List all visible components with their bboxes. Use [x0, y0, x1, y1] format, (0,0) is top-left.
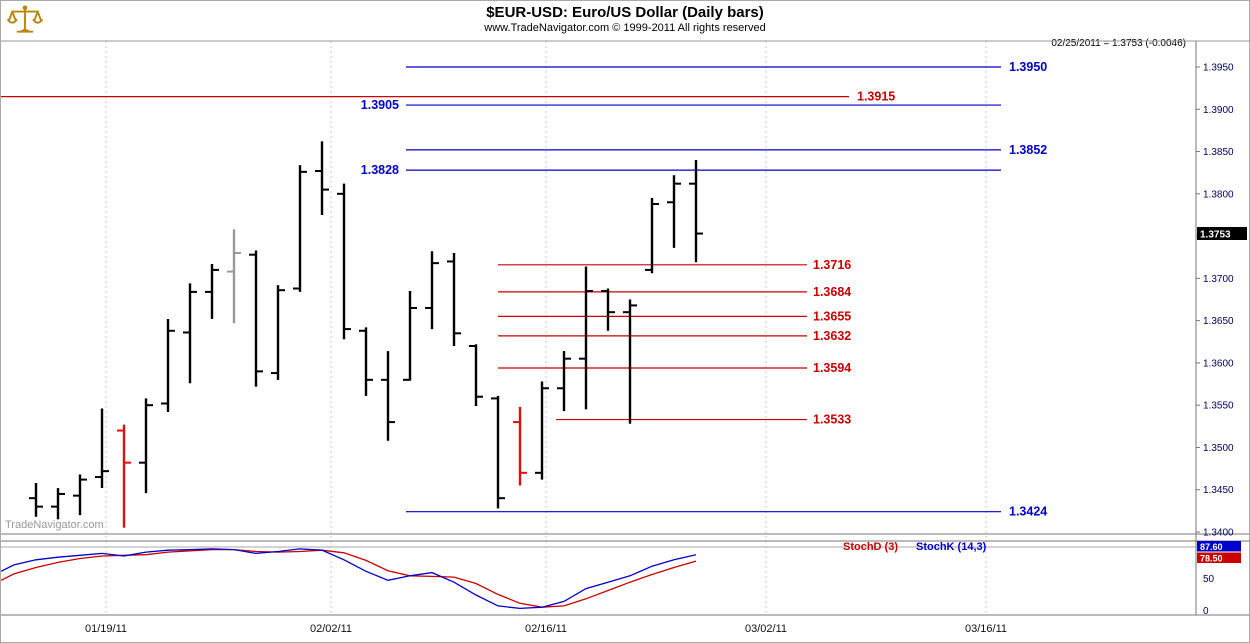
price-level-label[interactable]: 1.3828 [361, 163, 399, 177]
stochk-legend-label[interactable]: StochK (14,3) [916, 541, 987, 553]
stoch-axis-label: 0 [1203, 606, 1209, 617]
price-level-label[interactable]: 1.3852 [1009, 143, 1047, 157]
price-axis-label: 1.3600 [1203, 358, 1234, 369]
stoch-d-value-box [1197, 552, 1241, 563]
price-level-label[interactable]: 1.3915 [857, 90, 895, 104]
price-axis-label: 1.3900 [1203, 105, 1234, 116]
price-axis-label: 1.3850 [1203, 147, 1234, 158]
trade-navigator-logo-icon [7, 4, 43, 36]
price-axis-label: 1.3650 [1203, 316, 1234, 327]
stoch-d-value: 78.50 [1200, 554, 1223, 564]
price-axis-label: 1.3700 [1203, 274, 1234, 285]
stoch-axis-label: 50 [1203, 574, 1215, 585]
stoch-k-value-box [1197, 541, 1241, 552]
watermark: TradeNavigator.com [5, 519, 104, 531]
page-title: $EUR-USD: Euro/US Dollar (Daily bars) [486, 4, 764, 21]
stoch-k-value: 87.60 [1200, 542, 1223, 552]
stoch-k-line [1, 548, 697, 610]
scales-icon [7, 5, 43, 33]
price-axis-label: 1.3450 [1203, 485, 1234, 496]
price-axis-label: 1.3500 [1203, 443, 1234, 454]
price-axis-label: 1.3550 [1203, 401, 1234, 412]
price-level-label[interactable]: 1.3632 [813, 329, 851, 343]
price-level-label[interactable]: 1.3655 [813, 309, 851, 323]
price-level-label[interactable]: 1.3424 [1009, 505, 1047, 519]
x-axis-label: 01/19/11 [85, 623, 127, 635]
price-level-label[interactable]: 1.3950 [1009, 60, 1047, 74]
price-level-label[interactable]: 1.3905 [361, 98, 399, 112]
price-level-label[interactable]: 1.3716 [813, 258, 851, 272]
x-axis-label: 03/16/11 [965, 623, 1007, 635]
quote-annotation: 02/25/2011 = 1.3753 (-0.0046) [1051, 38, 1186, 49]
price-level-label[interactable]: 1.3533 [813, 413, 851, 427]
stochd-legend-label[interactable]: StochD (3) [843, 541, 898, 553]
x-axis-label: 02/16/11 [525, 623, 567, 635]
price-axis-label: 1.3400 [1203, 527, 1234, 538]
price-level-label[interactable]: 1.3684 [813, 285, 851, 299]
price-axis-label: 1.3800 [1203, 189, 1234, 200]
stoch-d-line [1, 548, 697, 608]
last-price-box [1197, 227, 1247, 240]
x-axis-label: 02/02/11 [310, 623, 352, 635]
copyright-line: www.TradeNavigator.com © 1999-2011 All r… [484, 22, 766, 34]
last-price-value: 1.3753 [1200, 230, 1231, 241]
price-axis-label: 1.3950 [1203, 63, 1234, 74]
x-axis-label: 03/02/11 [745, 623, 787, 635]
price-level-label[interactable]: 1.3594 [813, 361, 851, 375]
